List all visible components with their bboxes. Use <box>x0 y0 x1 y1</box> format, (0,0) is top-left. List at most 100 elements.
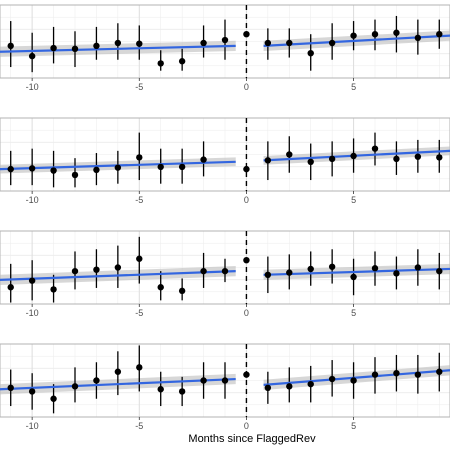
data-point <box>93 377 100 384</box>
data-point <box>114 368 122 375</box>
data-point <box>7 384 14 391</box>
panel-border <box>0 343 450 418</box>
data-point <box>71 45 79 52</box>
data-point <box>264 271 272 278</box>
data-point <box>28 52 36 60</box>
data-point <box>157 163 164 171</box>
x-tick-label: -5 <box>135 421 143 431</box>
data-point <box>136 364 143 371</box>
fit-line-post <box>263 149 450 162</box>
panel-border <box>0 230 450 305</box>
data-point <box>221 36 229 44</box>
data-point <box>200 39 207 47</box>
data-point <box>436 31 443 38</box>
data-point <box>200 267 207 275</box>
data-point <box>50 44 57 52</box>
data-point <box>114 39 122 47</box>
x-tick-label: -10 <box>26 195 39 205</box>
data-point <box>307 265 314 273</box>
x-tick-label: -5 <box>135 195 143 205</box>
data-point <box>28 277 36 284</box>
data-point <box>93 166 100 174</box>
data-point <box>136 255 143 262</box>
data-point <box>28 165 36 172</box>
data-point <box>286 383 293 390</box>
data-point <box>371 31 379 38</box>
data-point <box>136 154 143 161</box>
data-point <box>286 151 293 158</box>
data-point <box>28 388 36 395</box>
data-point <box>393 270 400 277</box>
panel-border <box>0 117 450 192</box>
data-point <box>243 31 250 38</box>
data-point <box>157 284 164 291</box>
data-point <box>114 164 122 171</box>
data-point <box>178 287 186 295</box>
facet-panel: -10 -5 0 5 <box>0 4 450 92</box>
data-point <box>350 273 357 281</box>
data-point <box>328 375 336 383</box>
data-point <box>350 377 357 384</box>
x-tick-label: 5 <box>351 195 356 205</box>
data-point <box>264 157 272 164</box>
data-point <box>71 171 79 179</box>
x-tick-label: -10 <box>26 421 39 431</box>
data-point <box>371 145 379 152</box>
data-point <box>393 29 400 36</box>
data-point <box>286 269 293 276</box>
data-point <box>221 267 229 275</box>
data-point <box>157 386 164 393</box>
data-point <box>328 263 336 270</box>
facet-panel: -10 -5 0 5 <box>0 230 450 318</box>
data-point <box>264 384 272 391</box>
data-point <box>93 42 100 50</box>
data-point <box>7 284 14 291</box>
x-tick-label: 0 <box>244 308 249 318</box>
panel-border <box>0 4 450 79</box>
data-point <box>178 58 186 65</box>
data-point <box>436 154 443 161</box>
data-point <box>414 264 422 271</box>
fit-line-pre <box>0 377 236 391</box>
data-point <box>414 371 422 378</box>
x-axis-title: Months since FlaggedRev <box>188 433 316 445</box>
fit-line-pre <box>0 270 236 282</box>
x-tick-label: 5 <box>351 82 356 92</box>
x-tick-label: 0 <box>244 421 249 431</box>
data-point <box>393 155 400 163</box>
data-point <box>50 395 57 402</box>
data-point <box>178 163 186 171</box>
data-point <box>178 388 186 395</box>
data-point <box>71 383 79 390</box>
data-point <box>414 34 422 42</box>
fit-line-pre <box>0 44 236 53</box>
data-point <box>264 39 272 47</box>
x-tick-label: -5 <box>135 308 143 318</box>
x-tick-label: 5 <box>351 421 356 431</box>
data-point <box>328 155 336 163</box>
x-tick-label: 0 <box>244 195 249 205</box>
facet-panels: -10 -5 0 5 -10 -5 0 5 -10 -5 0 5 -10 -5 0 5 <box>0 4 450 431</box>
facet-panel: -10 -5 0 5 <box>0 117 450 205</box>
data-point <box>71 267 79 275</box>
data-point <box>7 165 14 173</box>
data-point <box>243 257 250 264</box>
data-point <box>371 265 379 272</box>
x-tick-label: 5 <box>351 308 356 318</box>
data-point <box>414 153 422 160</box>
facet-panel: -10 -5 0 5 <box>0 343 450 431</box>
data-point <box>307 380 314 388</box>
data-point <box>50 286 57 293</box>
data-point <box>200 156 207 163</box>
data-point <box>243 165 250 173</box>
data-point <box>328 39 336 47</box>
data-point <box>93 266 100 273</box>
x-tick-label: -5 <box>135 82 143 92</box>
data-point <box>243 371 250 378</box>
data-point <box>136 40 143 47</box>
x-tick-label: 0 <box>244 82 249 92</box>
data-point <box>286 39 293 47</box>
data-point <box>200 377 207 384</box>
data-point <box>436 267 443 275</box>
data-point <box>114 264 122 271</box>
